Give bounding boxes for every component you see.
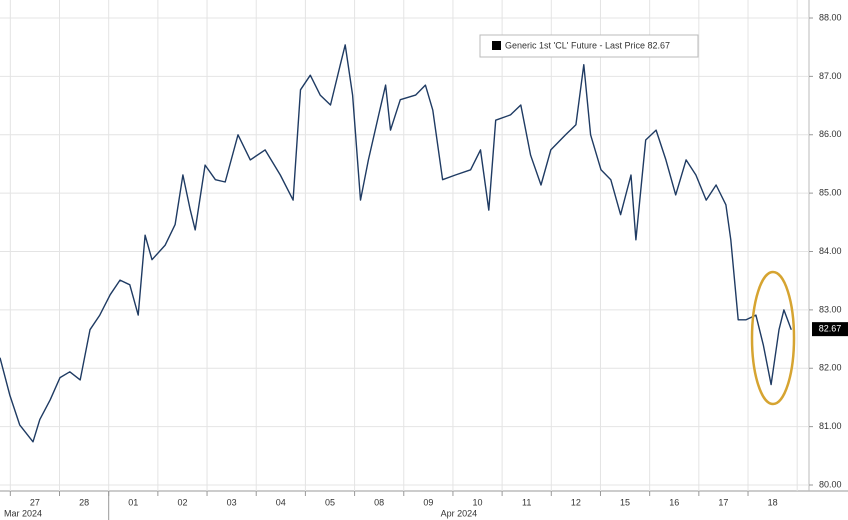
price-line	[0, 44, 792, 443]
period-label: Mar 2024	[4, 508, 42, 518]
y-tick-label: 86.00	[819, 129, 842, 139]
x-tick-label: 16	[669, 497, 679, 507]
x-tick-label: 18	[768, 497, 778, 507]
x-tick-label: 04	[276, 497, 286, 507]
x-tick-label: 15	[620, 497, 630, 507]
x-tick-label: 01	[128, 497, 138, 507]
x-tick-label: 17	[718, 497, 728, 507]
x-tick-label: 03	[227, 497, 237, 507]
y-tick-label: 81.00	[819, 421, 842, 431]
y-tick-label: 88.00	[819, 12, 842, 22]
y-tick-label: 87.00	[819, 71, 842, 81]
x-tick-label: 02	[177, 497, 187, 507]
x-tick-label: 08	[374, 497, 384, 507]
x-tick-label: 05	[325, 497, 335, 507]
legend: Generic 1st 'CL' Future - Last Price 82.…	[479, 34, 699, 58]
y-tick-label: 84.00	[819, 246, 842, 256]
x-tick-label: 27	[30, 497, 40, 507]
legend-box	[479, 34, 699, 58]
x-tick-label: 28	[79, 497, 89, 507]
period-label: Apr 2024	[441, 508, 478, 518]
highlight-ellipse	[750, 270, 796, 406]
x-tick-label: 11	[522, 497, 531, 507]
x-tick-label: 12	[571, 497, 581, 507]
legend-label: Generic 1st 'CL' Future - Last Price 82.…	[505, 40, 670, 50]
y-tick-label: 82.00	[819, 363, 842, 373]
last-price-label: 82.67	[819, 324, 842, 334]
last-price-tag	[812, 322, 848, 337]
y-tick-label: 83.00	[819, 304, 842, 314]
legend-swatch	[492, 41, 501, 50]
x-tick-label: 09	[423, 497, 433, 507]
y-tick-label: 80.00	[819, 479, 842, 489]
y-tick-label: 85.00	[819, 188, 842, 198]
x-tick-label: 10	[473, 497, 483, 507]
